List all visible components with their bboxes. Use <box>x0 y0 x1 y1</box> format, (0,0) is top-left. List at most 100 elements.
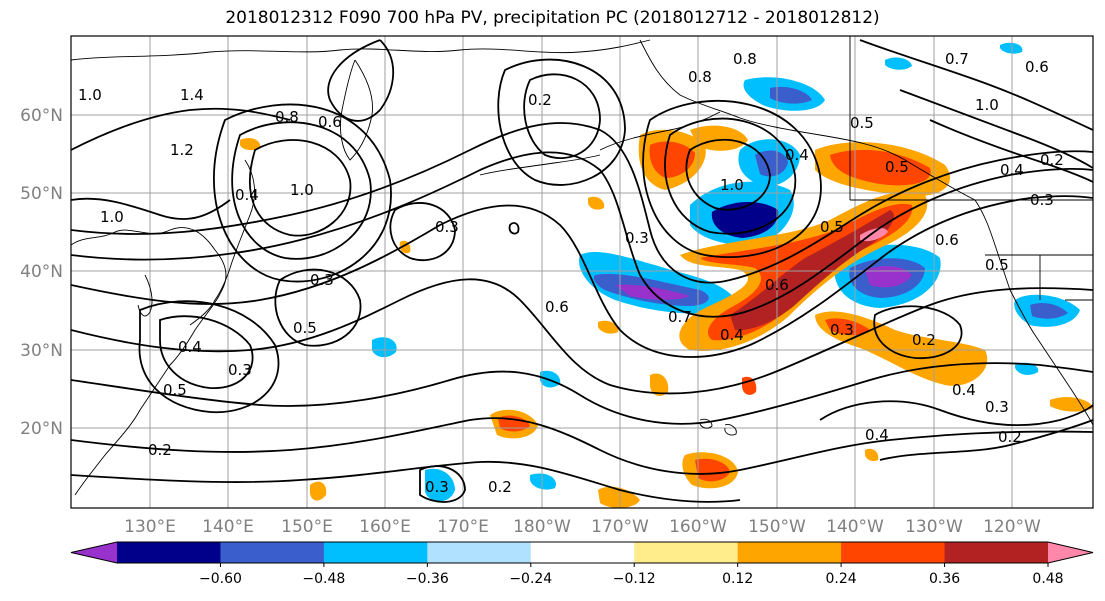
contour-west-loop <box>159 315 254 389</box>
contour-label: 1.2 <box>170 141 194 159</box>
colorbar-tick-label: 0.24 <box>826 571 857 587</box>
contour-south-east-2 <box>879 419 1093 461</box>
colorbar-segment <box>220 542 325 563</box>
contour-north-east-2 <box>899 89 1093 169</box>
contour-label: 0.7 <box>668 308 692 326</box>
colorbar-tick-label: 0.12 <box>722 571 753 587</box>
colorbar-segment <box>427 542 532 563</box>
lon-label: 170°E <box>437 517 489 537</box>
colorbar-tick-label: −0.36 <box>406 571 449 587</box>
pos-area-sw-core <box>825 318 870 336</box>
colorbar-tick-label: −0.24 <box>509 571 552 587</box>
contour-label: 0.4 <box>720 326 744 344</box>
contour-north-top <box>327 39 395 122</box>
contour-south-east <box>819 400 1093 427</box>
lat-label: 60°N <box>20 106 63 126</box>
contour-ring-aleutian-2 <box>664 117 797 235</box>
contour-label: 0.8 <box>688 68 712 86</box>
contour-label: 0.6 <box>545 298 569 316</box>
colorbar: −0.60 −0.48 −0.36 −0.24 −0.12 0.12 0.24 0.36 0.4… <box>70 541 1094 587</box>
contour-band-7 <box>71 460 741 503</box>
contour-label: 0.6 <box>765 276 789 294</box>
precip-shading <box>240 42 1093 508</box>
coast-hawaii <box>699 418 737 436</box>
contour-label: 1.0 <box>78 86 102 104</box>
contour-west-loop-2 <box>138 300 280 413</box>
contour-label: 1.0 <box>290 181 314 199</box>
pos-area-bering <box>690 125 748 151</box>
pos-area-aleutian-n-core <box>649 141 695 178</box>
lat-label: 30°N <box>20 341 63 361</box>
lon-label: 180°W <box>513 517 571 537</box>
contour-label: 0.4 <box>785 146 809 164</box>
contour-label: 0.3 <box>435 218 459 236</box>
lon-label: 120°W <box>983 517 1041 537</box>
colorbar-segment <box>841 542 946 563</box>
contour-band-5 <box>71 362 1093 425</box>
colorbar-segment <box>117 542 221 563</box>
pos-area-small-f <box>240 137 261 151</box>
contour-band-3 <box>71 195 1093 358</box>
contour-mid-loop-2 <box>389 202 456 262</box>
contour-label: 0.6 <box>935 231 959 249</box>
contour-label: 0.5 <box>850 114 874 132</box>
contour-label: 0.3 <box>985 398 1009 416</box>
contour-east-loop <box>873 305 963 359</box>
contour-ring-aleutian-1 <box>685 138 771 211</box>
coast-alaska <box>639 39 976 201</box>
graticule <box>71 36 1093 508</box>
colorbar-segment <box>944 542 1049 563</box>
contour-label: 0.4 <box>1000 161 1024 179</box>
contour-label: 0.2 <box>488 478 512 496</box>
contour-label: 0.5 <box>985 256 1009 274</box>
contour-label: 1.0 <box>975 96 999 114</box>
neg-area-small-8 <box>1000 42 1023 54</box>
lat-label: 20°N <box>20 419 63 439</box>
contour-label: 0.6 <box>318 113 342 131</box>
contour-label: 1.0 <box>100 208 124 226</box>
neg-area-small-2 <box>372 337 397 358</box>
contour-west-wave-1 <box>71 107 291 151</box>
lon-label: 150°W <box>748 517 806 537</box>
colorbar-outline <box>70 541 1094 564</box>
contour-label: 0.3 <box>830 321 854 339</box>
neg-area-small-3 <box>540 370 561 388</box>
contour-label: 0.2 <box>528 91 552 109</box>
coastlines <box>71 36 1093 496</box>
contour-south-small-2 <box>508 222 520 235</box>
lon-label: 160°E <box>359 517 411 537</box>
pos-area-small-b <box>310 481 327 501</box>
contour-band-1 <box>71 122 1093 284</box>
colorbar-tick-label: −0.60 <box>199 571 242 587</box>
contour-label: 1.4 <box>180 86 204 104</box>
coast-bc <box>974 199 1011 291</box>
lon-label: 140°E <box>202 517 254 537</box>
contour-label: 0.2 <box>912 331 936 349</box>
neg-area-coast-core <box>1030 302 1068 319</box>
contour-north-east-3 <box>929 119 1093 183</box>
pos-area-small-j <box>865 448 879 462</box>
pos-area-small-e <box>1050 397 1093 412</box>
colorbar-extend-min <box>71 542 117 563</box>
neg-area-small-5 <box>885 57 912 70</box>
lon-axis: 130°E 140°E 150°E 160°E 170°E 180°W 170°… <box>124 517 1041 537</box>
neg-area-alaska-core <box>770 86 812 104</box>
pos-band-main-max <box>730 210 894 331</box>
contour-west-wave-2 <box>71 197 231 220</box>
contour-label: 0.2 <box>148 441 172 459</box>
contour-label: 0.5 <box>163 381 187 399</box>
pos-area-small-c <box>650 373 669 396</box>
lon-label: 130°W <box>905 517 963 537</box>
colorbar-tick-label: −0.12 <box>613 571 656 587</box>
coast-asia <box>71 227 227 496</box>
map-frame <box>70 35 1094 509</box>
lon-label: 160°W <box>669 517 727 537</box>
contour-south-small-1 <box>419 465 466 503</box>
contour-label: 0.3 <box>625 229 649 247</box>
contour-label: 0.8 <box>275 108 299 126</box>
contour-label: 1.0 <box>720 176 744 194</box>
contour-mid-loop <box>274 268 362 347</box>
neg-area-small-1 <box>425 468 455 502</box>
contour-ring-west-2 <box>231 121 372 260</box>
